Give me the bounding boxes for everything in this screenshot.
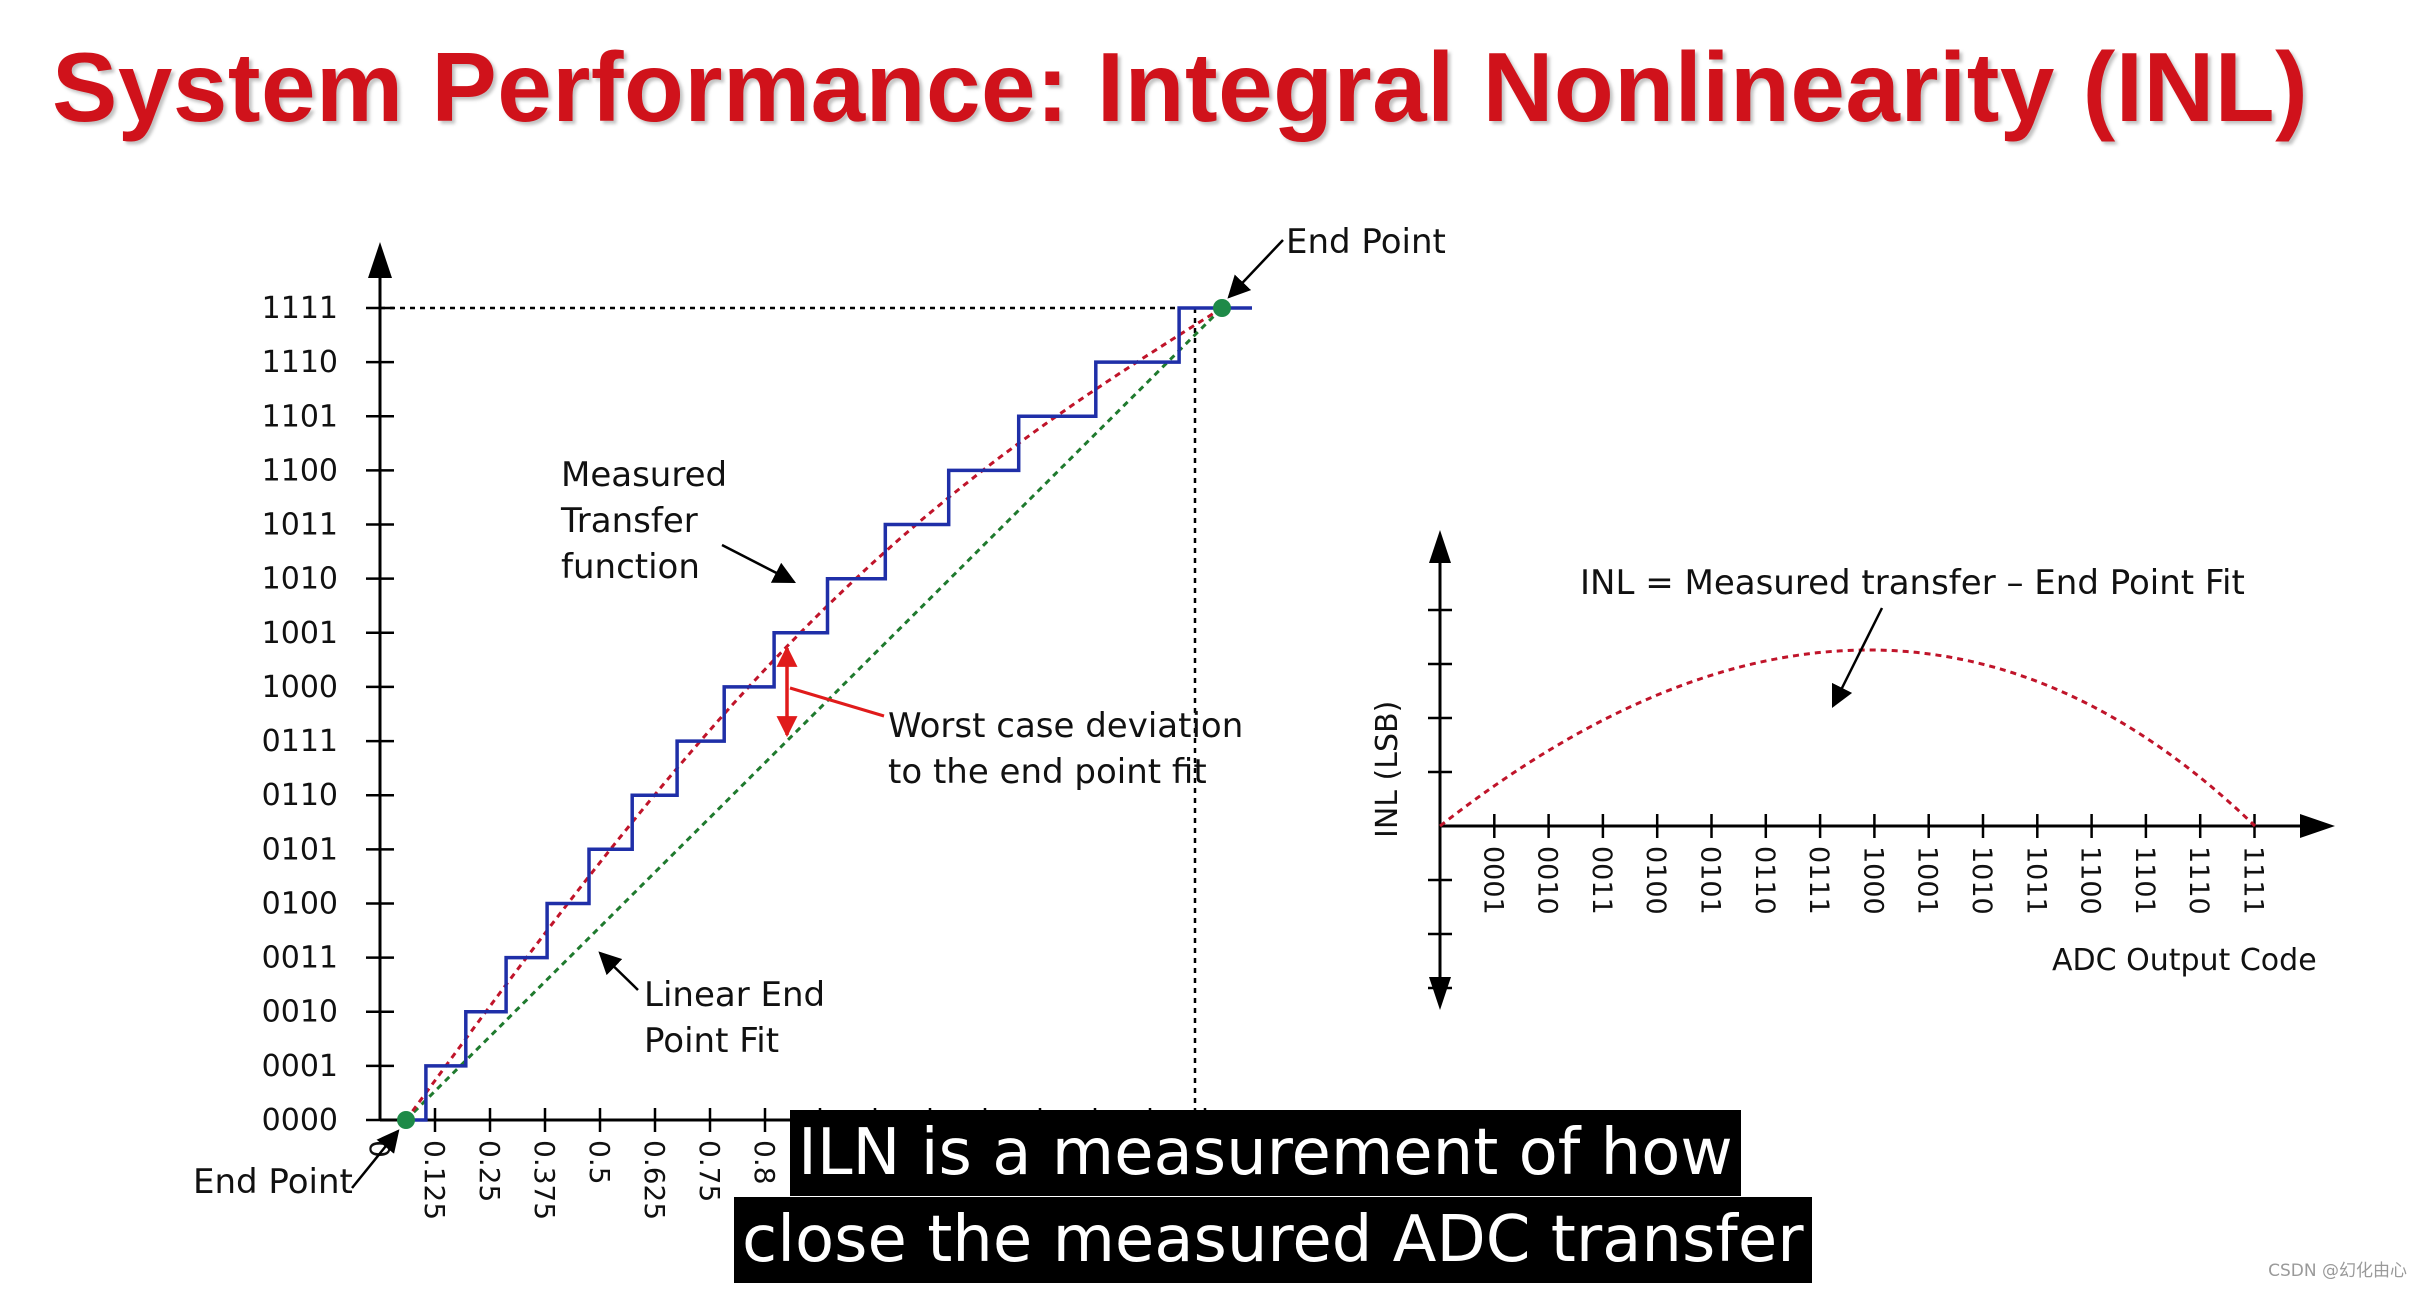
left-y-tick-label: 1010 bbox=[262, 562, 338, 597]
right-x-tick-label: 0011 bbox=[1586, 846, 1617, 915]
left-y-tick-label: 0001 bbox=[262, 1049, 338, 1084]
right-x-tick-label: 1001 bbox=[1912, 846, 1943, 915]
left-x-tick-label: 0.5 bbox=[583, 1140, 616, 1185]
measured-label-line-1: Measured bbox=[561, 455, 727, 495]
measured-label-line-2: Transfer bbox=[560, 501, 698, 541]
right-y-axis-arrowhead-bottom bbox=[1429, 977, 1451, 1010]
end-point-bottom-pointer bbox=[351, 1129, 400, 1189]
measured-label-line-3: function bbox=[561, 547, 700, 587]
left-x-tick-label: 0.75 bbox=[693, 1140, 726, 1202]
left-y-tick-label: 1001 bbox=[262, 616, 338, 651]
left-y-tick-label: 1101 bbox=[262, 399, 338, 434]
left-y-tick-label: 1100 bbox=[262, 453, 338, 488]
right-x-tick-label: 1100 bbox=[2075, 846, 2106, 915]
left-x-tick-label: 0.8 bbox=[748, 1140, 781, 1185]
left-y-tick-label: 1111 bbox=[262, 291, 338, 326]
end-point-top-pointer bbox=[1227, 239, 1284, 299]
linear-fit-label-line-2: Point Fit bbox=[644, 1021, 779, 1061]
end-point-marker-top bbox=[1213, 299, 1231, 317]
left-y-tick-label: 0011 bbox=[262, 941, 338, 976]
transfer-function-diagram: 0000 0001 0010 0011 0100 0101 0110 0111 1000 1001… bbox=[193, 222, 1446, 1220]
left-x-ticks: 0 0.125 0.25 0.375 0.5 0.625 0.75 0.8 bbox=[363, 1108, 1207, 1220]
inl-y-axis-label: INL (LSB) bbox=[1370, 701, 1405, 838]
end-point-bottom-label: End Point bbox=[193, 1162, 353, 1202]
left-y-tick-label: 0000 bbox=[262, 1103, 338, 1138]
right-x-tick-label: 1110 bbox=[2183, 846, 2214, 915]
right-x-tick-label: 0101 bbox=[1695, 846, 1726, 915]
right-x-tick-label: 1101 bbox=[2129, 846, 2160, 915]
left-y-tick-label: 1110 bbox=[262, 345, 338, 380]
right-x-tick-label: 0111 bbox=[1803, 846, 1834, 915]
right-y-ticks bbox=[1428, 608, 1452, 990]
subtitle-caption-line-2: close the measured ADC transfer bbox=[734, 1197, 1812, 1283]
right-x-tick-label: 1000 bbox=[1857, 846, 1888, 915]
linear-end-point-fit bbox=[404, 306, 1224, 1122]
right-x-tick-label: 1111 bbox=[2238, 846, 2269, 915]
worst-case-label-line-1: Worst case deviation bbox=[888, 706, 1243, 746]
right-x-tick-label: 0001 bbox=[1477, 846, 1508, 915]
measured-staircase bbox=[406, 306, 1252, 1122]
inl-definition-label: INL = Measured transfer – End Point Fit bbox=[1580, 563, 2245, 603]
left-y-ticks: 0000 0001 0010 0011 0100 0101 0110 0111 1000 1001… bbox=[262, 291, 394, 1138]
right-x-tick-label: 1010 bbox=[1966, 846, 1997, 915]
end-point-top-label: End Point bbox=[1286, 222, 1446, 262]
left-y-tick-label: 0100 bbox=[262, 886, 338, 921]
left-x-tick-label: 0.125 bbox=[418, 1140, 451, 1220]
worst-case-label-line-2: to the end point fit bbox=[888, 752, 1207, 792]
right-y-axis-arrowhead-top bbox=[1429, 530, 1451, 563]
linear-fit-label-pointer bbox=[598, 951, 639, 991]
left-y-tick-label: 0110 bbox=[262, 778, 338, 813]
inl-diagram: 0001 0010 0011 0100 0101 0110 0111 1000 1001 1010… bbox=[1370, 530, 2335, 1010]
subtitle-caption-line-1: ILN is a measurement of how bbox=[790, 1110, 1741, 1196]
left-y-tick-label: 1000 bbox=[262, 670, 338, 705]
left-y-axis-arrowhead bbox=[368, 242, 392, 278]
left-y-tick-label: 0010 bbox=[262, 995, 338, 1030]
right-x-axis-arrowhead bbox=[2300, 814, 2335, 838]
left-x-tick-label: 0.375 bbox=[528, 1140, 561, 1220]
linear-fit-label-line-1: Linear End bbox=[644, 975, 825, 1015]
inl-curve bbox=[1439, 648, 2257, 828]
worst-case-pointer-line bbox=[789, 686, 885, 718]
left-y-tick-label: 0111 bbox=[262, 724, 338, 759]
left-x-tick-label: 0.625 bbox=[638, 1140, 671, 1220]
left-x-tick-label: 0.25 bbox=[473, 1140, 506, 1202]
end-point-marker-bottom bbox=[397, 1111, 415, 1129]
right-x-ticks: 0001 0010 0011 0100 0101 0110 0111 1000 1001 1010… bbox=[1477, 814, 2269, 915]
watermark: CSDN @幻化由心 bbox=[2268, 1261, 2407, 1281]
right-x-tick-label: 0100 bbox=[1640, 846, 1671, 915]
adc-output-code-label: ADC Output Code bbox=[2052, 943, 2317, 978]
right-x-tick-label: 1011 bbox=[2020, 846, 2051, 915]
right-x-tick-label: 0010 bbox=[1532, 846, 1563, 915]
left-y-tick-label: 1011 bbox=[262, 508, 338, 543]
slide-title: System Performance: Integral Nonlinearit… bbox=[52, 32, 2309, 142]
measured-label-pointer bbox=[721, 543, 797, 584]
left-y-tick-label: 0101 bbox=[262, 832, 338, 867]
inl-label-pointer bbox=[1831, 607, 1884, 709]
right-x-tick-label: 0110 bbox=[1749, 846, 1780, 915]
